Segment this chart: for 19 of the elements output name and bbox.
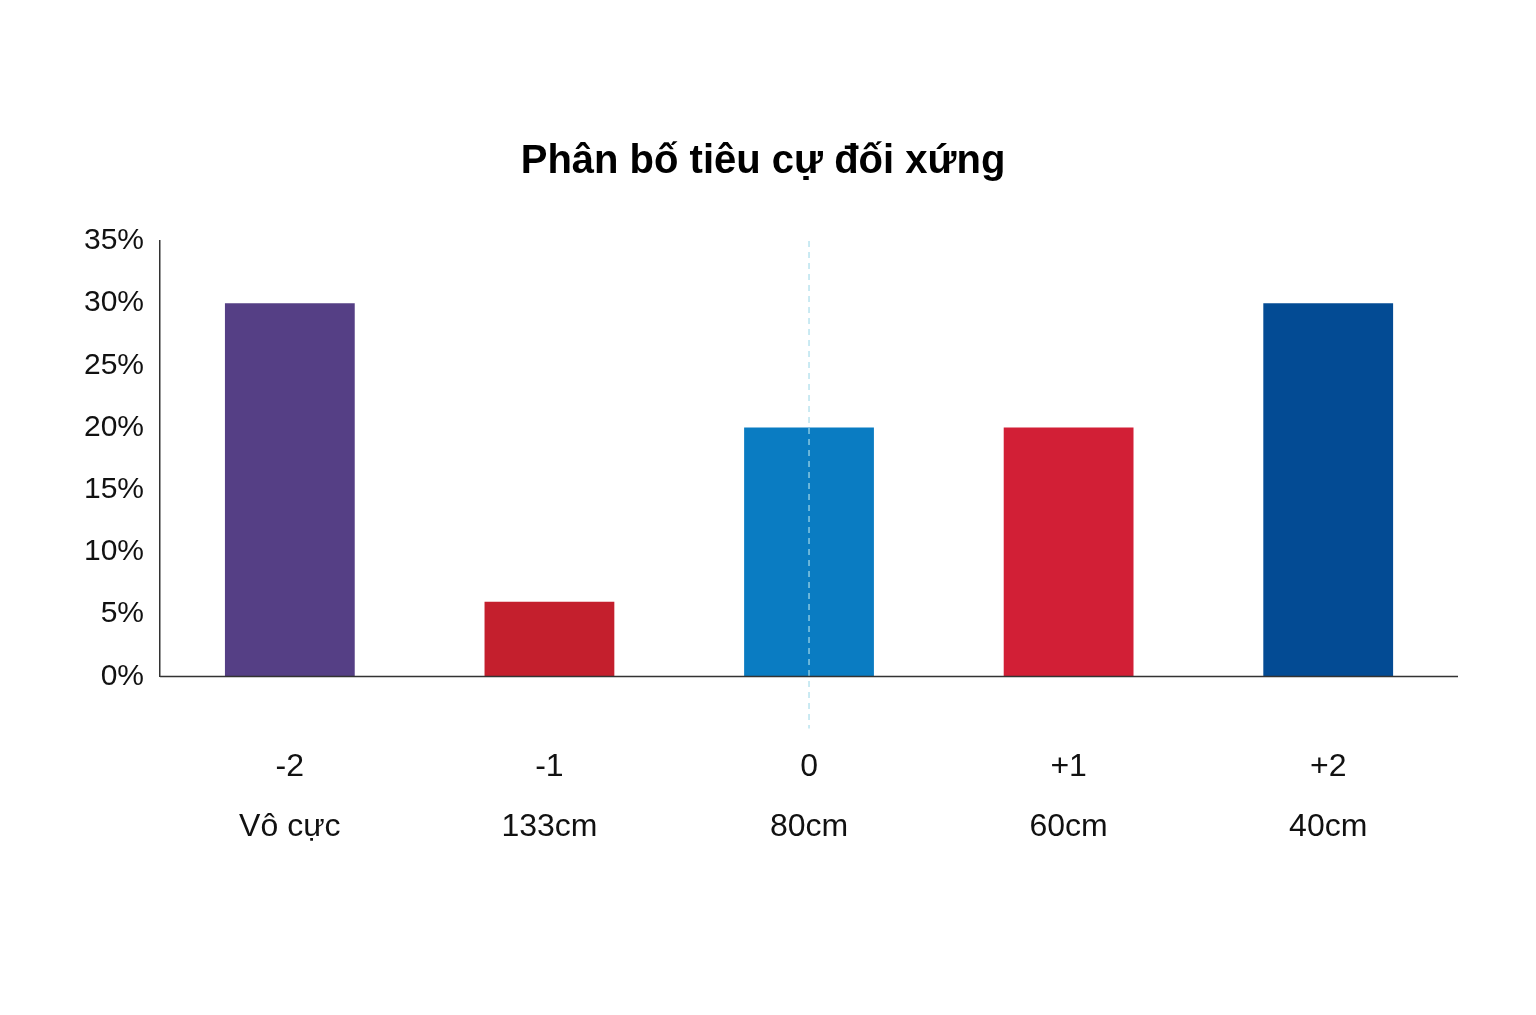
y-tick-label: 25% — [84, 346, 145, 380]
y-tick-label: 15% — [84, 471, 145, 505]
x-tick-label: +1 60cm — [1029, 746, 1108, 844]
x-tick-label: 0 80cm — [769, 746, 849, 844]
bar — [224, 303, 355, 677]
bar — [484, 601, 615, 677]
bar — [1263, 303, 1394, 677]
y-tick-label: 35% — [84, 222, 145, 256]
y-tick-label: 0% — [100, 657, 145, 691]
y-tick-label: 20% — [84, 408, 145, 442]
chart-title: Phân bố tiêu cự đối xứng — [520, 137, 1006, 182]
bar — [1003, 427, 1134, 677]
x-tick-label: +2 40cm — [1289, 746, 1368, 844]
y-tick-label: 30% — [84, 284, 145, 318]
x-tick-label: -1 133cm — [501, 746, 598, 844]
x-tick-label: -2 Vô cực — [239, 746, 341, 844]
y-tick-label: 10% — [84, 533, 145, 567]
y-tick-label: 5% — [100, 595, 145, 629]
bar — [744, 427, 874, 677]
